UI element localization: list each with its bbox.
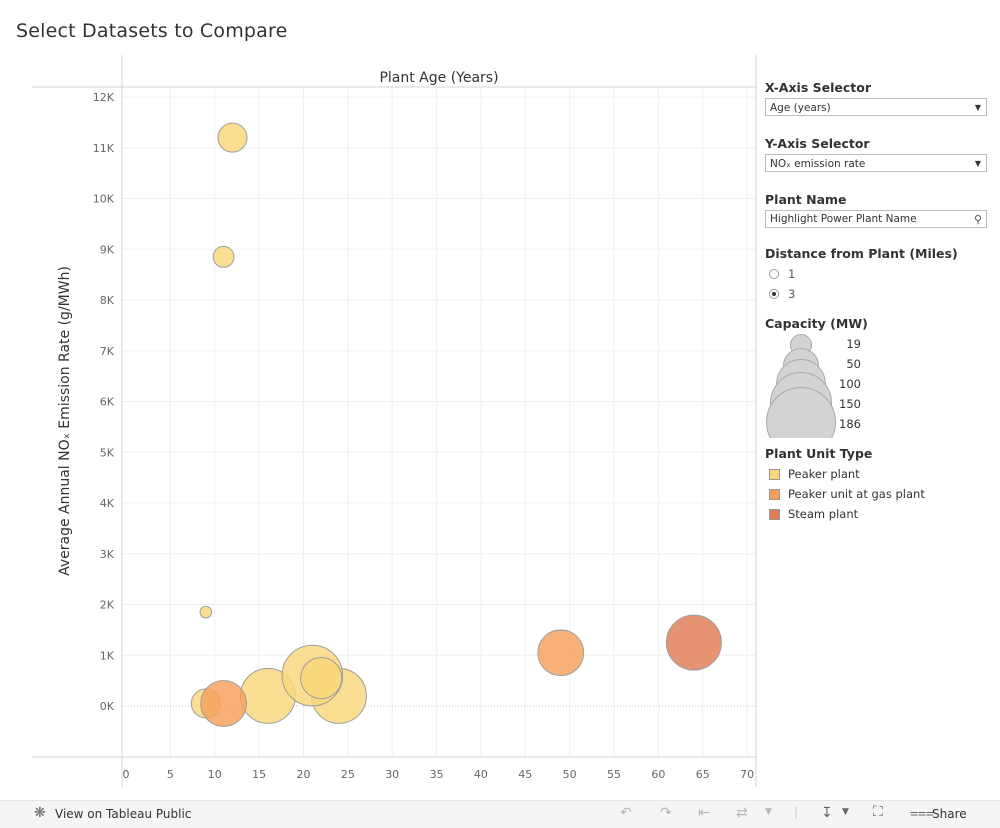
toolbar-divider: | [794,805,799,819]
data-point-bubble [217,122,248,153]
x-tick-label: 40 [474,768,488,781]
y-tick-label: 10K [93,193,115,206]
download-dropdown-icon[interactable]: ▼ [842,807,849,817]
y-tick-label: 8K [100,294,115,307]
x-tick-label: 50 [563,768,577,781]
x-tick-label: 45 [518,768,532,781]
data-point-bubble [200,680,247,727]
y-tick-label: 1K [100,649,115,662]
capacity-legend-label: 100 [839,377,861,391]
capacity-legend-label: 50 [846,357,861,371]
y-tick-label: 7K [100,345,115,358]
capacity-legend: 19 50 100 150 186 [765,334,987,438]
plant-type-legend-title: Plant Unit Type [765,446,873,461]
distance-option-1[interactable]: 1 [765,264,987,284]
x-tick-label: 5 [167,768,174,781]
data-point-bubble [300,656,343,700]
y-axis-title: Average Annual NOₓ Emission Rate (g/MWh) [57,266,73,576]
refresh-dropdown-icon[interactable]: ▼ [765,807,772,817]
fullscreen-icon[interactable]: ⛶ [873,804,883,820]
capacity-legend-row: 186 [765,387,987,438]
legend-item-label: Peaker unit at gas plant [788,487,925,501]
dashboard-title: Select Datasets to Compare [16,20,288,42]
y-tick-label: 11K [93,142,115,155]
redo-icon[interactable]: ↷ [660,805,672,821]
data-point-bubble [199,605,213,619]
y-tick-label: 4K [100,497,115,510]
data-point-bubble [665,614,722,671]
x-tick-label: 60 [651,768,665,781]
share-icon[interactable]: ⩶ [910,805,934,821]
distance-option-label: 3 [788,287,796,301]
x-tick-label: 65 [696,768,710,781]
peaker-plant-swatch-icon [769,468,780,480]
distance-option-3[interactable]: 3 [765,284,987,304]
y-tick-label: 0K [100,700,115,713]
y-tick-label: 12K [93,91,115,104]
legend-item-peaker-plant[interactable]: Peaker plant [765,464,987,484]
x-tick-label: 0 [123,768,130,781]
y-tick-label: 2K [100,599,115,612]
view-on-tableau-link[interactable]: View on Tableau Public [55,807,192,821]
dropdown-arrow-icon: ▼ [974,159,981,168]
plant-name-search-input[interactable]: Highlight Power Plant Name ⚲ [765,210,987,228]
refresh-icon[interactable]: ⇄ [736,805,748,821]
share-button[interactable]: Share [932,807,967,821]
y-tick-label: 5K [100,446,115,459]
y-axis-selector[interactable]: NOₓ emission rate ▼ [765,154,987,172]
legend-item-label: Peaker plant [788,467,860,481]
capacity-legend-label: 186 [839,417,861,431]
radio-button-selected-icon[interactable] [769,289,779,299]
legend-item-peaker-gas[interactable]: Peaker unit at gas plant [765,484,987,504]
plant-name-placeholder: Highlight Power Plant Name [770,213,917,225]
dropdown-arrow-icon: ▼ [974,103,981,112]
tableau-logo-icon: ❋ [34,805,46,821]
search-icon: ⚲ [973,213,982,226]
x-tick-label: 20 [296,768,310,781]
x-axis-selector-title: X-Axis Selector [765,80,871,95]
legend-item-label: Steam plant [788,507,859,521]
x-axis-title: Plant Age (Years) [379,70,498,86]
chart-marks [190,122,722,727]
y-axis-selector-title: Y-Axis Selector [765,136,870,151]
undo-icon[interactable]: ↶ [620,805,632,821]
distance-title: Distance from Plant (Miles) [765,246,958,261]
legend-item-steam-plant[interactable]: Steam plant [765,504,987,524]
chart-ticks: 0 5 10 15 20 25 30 35 40 45 50 55 60 65 70 0K 1K 2K 3K 4K 5K… [93,91,754,781]
data-point-bubble [537,629,585,677]
x-axis-selector-value: Age (years) [770,102,831,114]
capacity-legend-label: 19 [846,337,861,351]
capacity-legend-label: 150 [839,397,861,411]
control-panel: X-Axis Selector Age (years) ▼ Y-Axis Sel… [765,80,987,524]
data-point-bubble [212,245,235,268]
plant-name-title: Plant Name [765,192,847,207]
x-tick-label: 55 [607,768,621,781]
distance-option-label: 1 [788,267,796,281]
tableau-footer: ❋ View on Tableau Public ↶ ↷ ⇤ ⇄ ▼ | ↧ ▼… [0,800,1000,828]
peaker-gas-swatch-icon [769,488,780,500]
x-axis-selector[interactable]: Age (years) ▼ [765,98,987,116]
scatter-chart: 0 5 10 15 20 25 30 35 40 45 50 55 60 65 70 0K 1K 2K 3K 4K 5K… [32,55,757,787]
x-tick-label: 30 [385,768,399,781]
x-tick-label: 10 [208,768,222,781]
x-tick-label: 25 [341,768,355,781]
radio-button-icon[interactable] [769,269,779,279]
y-axis-selector-value: NOₓ emission rate [770,158,866,170]
y-tick-label: 3K [100,548,115,561]
y-tick-label: 9K [100,243,115,256]
revert-icon[interactable]: ⇤ [698,805,710,821]
x-tick-label: 70 [740,768,754,781]
y-tick-label: 6K [100,396,115,409]
chart-grid [122,88,756,757]
x-tick-label: 15 [252,768,266,781]
chart-axes [32,55,757,787]
steam-plant-swatch-icon [769,508,780,520]
x-tick-label: 35 [430,768,444,781]
download-icon[interactable]: ↧ [821,805,833,821]
capacity-legend-title: Capacity (MW) [765,316,868,331]
